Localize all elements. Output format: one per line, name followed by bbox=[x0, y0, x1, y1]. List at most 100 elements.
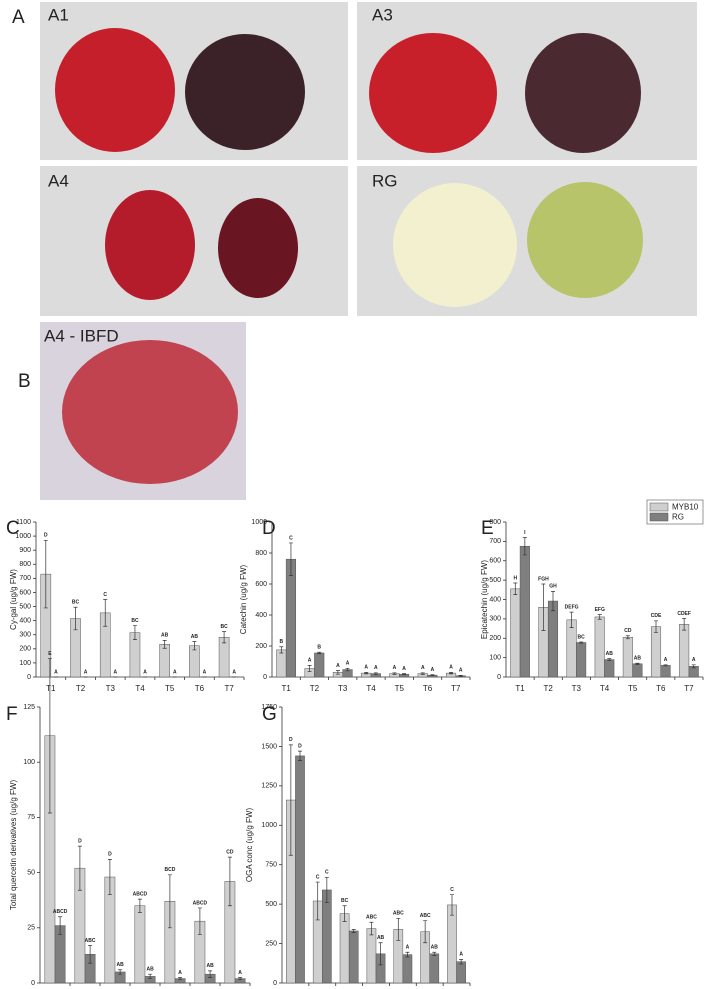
significance-letter: A bbox=[459, 952, 463, 958]
significance-letter: A bbox=[346, 661, 350, 667]
significance-letter: BC bbox=[341, 898, 349, 904]
bar bbox=[660, 665, 671, 678]
significance-letter: ABCD bbox=[193, 900, 208, 906]
x-tick-label: T1 bbox=[515, 684, 525, 693]
error-bar bbox=[550, 591, 555, 612]
error-bar bbox=[430, 674, 435, 676]
y-tick-label: 1000 bbox=[261, 822, 277, 829]
error-bar bbox=[432, 951, 437, 956]
bar bbox=[276, 649, 287, 678]
error-bar bbox=[541, 583, 546, 631]
bar bbox=[632, 663, 643, 678]
significance-letter: AB bbox=[431, 945, 439, 951]
x-tick-label: T1 bbox=[281, 684, 291, 693]
apple bbox=[218, 198, 298, 298]
significance-letter: A bbox=[664, 657, 668, 663]
significance-letter: I bbox=[524, 530, 526, 536]
y-tick-label: 1750 bbox=[261, 704, 277, 711]
error-bar bbox=[307, 665, 312, 672]
y-tick-label: 200 bbox=[489, 635, 501, 642]
apple bbox=[185, 34, 305, 150]
bar bbox=[134, 905, 146, 984]
significance-letter: AB bbox=[377, 935, 385, 941]
significance-letter: A bbox=[449, 665, 453, 671]
y-tick-label: 0 bbox=[497, 674, 501, 681]
bar bbox=[594, 616, 605, 678]
error-bar bbox=[167, 874, 172, 929]
error-bar bbox=[405, 951, 410, 958]
apple bbox=[369, 33, 497, 153]
bar bbox=[510, 588, 521, 678]
error-bar bbox=[43, 539, 48, 609]
panel-label: F bbox=[6, 704, 18, 725]
error-bar bbox=[513, 582, 518, 596]
error-bar bbox=[315, 881, 320, 921]
y-tick-label: 100 bbox=[489, 654, 501, 661]
significance-letter: A bbox=[421, 665, 425, 671]
bar bbox=[447, 904, 457, 984]
significance-letter: D bbox=[44, 533, 48, 539]
error-bar bbox=[222, 631, 227, 644]
significance-letter: CD bbox=[624, 628, 632, 634]
significance-letter: AB bbox=[634, 656, 642, 662]
error-bar bbox=[378, 942, 383, 966]
chart-0: C Cy-gal (ug/g FW) 0 100 200 300 400 500 600 700 8… bbox=[6, 518, 245, 693]
bar bbox=[339, 913, 350, 984]
significance-letter: ABC bbox=[393, 911, 404, 917]
photo-label: RG bbox=[372, 171, 398, 190]
error-bar bbox=[345, 667, 350, 672]
significance-letter: A bbox=[238, 970, 242, 976]
bar bbox=[189, 645, 200, 678]
error-bar bbox=[449, 672, 454, 675]
x-tick-label: T2 bbox=[76, 684, 86, 693]
y-axis-title: OGA conc (ug/g FW) bbox=[245, 808, 254, 883]
significance-letter: B bbox=[317, 645, 321, 651]
significance-letter: FGH bbox=[538, 576, 549, 582]
significance-letter: C bbox=[103, 592, 107, 598]
x-tick-label: T3 bbox=[572, 684, 582, 693]
significance-letter: BC bbox=[72, 600, 80, 606]
significance-letter: A bbox=[54, 669, 58, 675]
error-bar bbox=[208, 970, 213, 978]
error-bar bbox=[132, 625, 137, 641]
y-tick-label: 800 bbox=[255, 550, 267, 557]
error-bar bbox=[402, 673, 407, 676]
significance-letter: BC bbox=[220, 624, 228, 630]
error-bar bbox=[77, 845, 82, 891]
error-bar bbox=[364, 672, 369, 675]
panel-label: B bbox=[18, 371, 31, 392]
x-tick-label: T6 bbox=[423, 684, 433, 693]
chart-2: E Epicatechin (ug/g FW) 0 100 200 300 400 500 60… bbox=[480, 499, 704, 693]
significance-letter: C bbox=[450, 887, 454, 893]
error-bar bbox=[691, 664, 696, 669]
significance-letter: GH bbox=[549, 584, 557, 590]
y-tick-label: 25 bbox=[27, 925, 35, 932]
error-bar bbox=[369, 921, 374, 936]
x-tick-label: T1 bbox=[46, 684, 56, 693]
x-tick-label: T5 bbox=[165, 684, 175, 693]
significance-letter: BC bbox=[131, 618, 139, 624]
bar bbox=[679, 624, 690, 678]
error-bar bbox=[423, 920, 428, 944]
x-tick-label: T6 bbox=[656, 684, 666, 693]
significance-letter: D bbox=[298, 743, 302, 749]
x-tick-label: T4 bbox=[366, 684, 376, 693]
error-bar bbox=[396, 917, 401, 941]
error-bar bbox=[162, 640, 167, 649]
bar bbox=[604, 659, 615, 678]
apple bbox=[525, 33, 641, 153]
bar bbox=[366, 928, 377, 984]
significance-letter: ABCD bbox=[53, 909, 68, 915]
error-bar bbox=[579, 641, 584, 644]
y-tick-label: 0 bbox=[31, 980, 35, 987]
significance-letter: A bbox=[364, 665, 368, 671]
bar bbox=[429, 953, 440, 984]
x-tick-label: T4 bbox=[135, 684, 145, 693]
significance-letter: E bbox=[48, 651, 52, 657]
error-bar bbox=[459, 958, 464, 965]
significance-letter: CD bbox=[226, 849, 234, 855]
legend-swatch bbox=[649, 502, 669, 512]
chart-3: F Total quercetin derivatives (ug/g FW) 0 2… bbox=[6, 651, 251, 987]
y-tick-label: 300 bbox=[489, 616, 501, 623]
